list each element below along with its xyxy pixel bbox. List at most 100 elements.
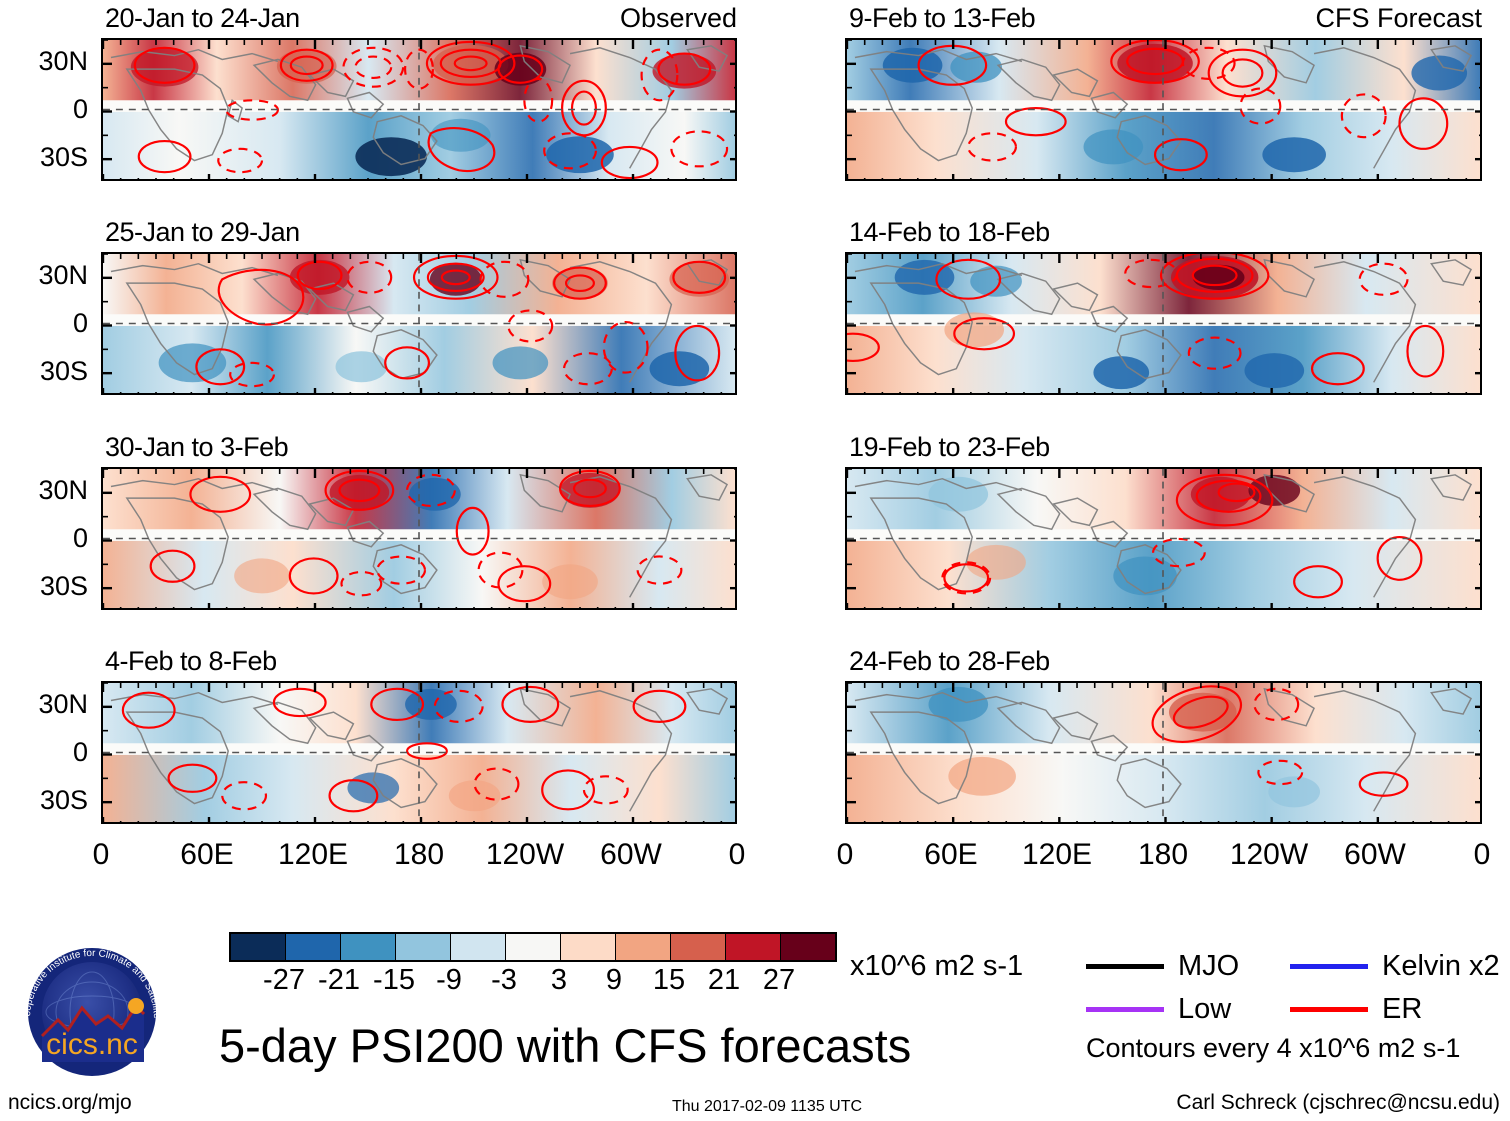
x-axis-label-left-0-end: 0: [728, 838, 746, 871]
map-obs-1[interactable]: [101, 38, 737, 181]
panel-fcst-1: 9-Feb to 13-Feb CFS Forecast: [845, 5, 1482, 181]
map-field-obs-3: [103, 469, 735, 608]
x-axis-label-right-120w: 120W: [1229, 838, 1309, 871]
legend-label-low: Low: [1178, 993, 1232, 1025]
colorbar-swatch-6: [506, 934, 561, 960]
colorbar-swatch-1: [231, 934, 286, 960]
footer-author: Carl Schreck (cjschrec@ncsu.edu): [1176, 1091, 1500, 1114]
low-line-swatch: [1086, 1007, 1164, 1012]
panel-title-fcst-1: 9-Feb to 13-Feb: [849, 3, 1036, 33]
panel-fcst-4: 24-Feb to 28-Feb: [845, 648, 1482, 824]
legend-item-low: Low: [1086, 995, 1231, 1024]
panel-title-fcst-3: 19-Feb to 23-Feb: [849, 432, 1050, 462]
panel-title-obs-4: 4-Feb to 8-Feb: [105, 646, 277, 676]
colorbar-swatch-2: [286, 934, 341, 960]
map-field-fcst-3: [847, 469, 1480, 608]
legend-label-er: ER: [1382, 993, 1423, 1025]
y-axis-label-0-row2: 0: [72, 308, 88, 338]
colorbar-swatch-5: [451, 934, 506, 960]
map-field-fcst-4: [847, 683, 1480, 822]
map-obs-3[interactable]: [101, 467, 737, 610]
colorbar-tick-27: 27: [762, 964, 796, 996]
er-line-swatch: [1290, 1007, 1368, 1012]
panel-title-fcst-4: 24-Feb to 28-Feb: [849, 646, 1050, 676]
legend-item-mjo: MJO: [1086, 952, 1239, 981]
legend-item-er: ER: [1290, 995, 1422, 1024]
y-axis-label-0-row1: 0: [72, 94, 88, 124]
footer-timestamp: Thu 2017-02-09 1135 UTC: [672, 1098, 863, 1115]
y-axis-label-30s-row4: 30S: [39, 785, 88, 815]
panel-title-obs-3: 30-Jan to 3-Feb: [105, 432, 289, 462]
y-axis-label-30s-row2: 30S: [39, 356, 88, 386]
legend-label-kelvin: Kelvin x2: [1382, 950, 1500, 982]
legend-label-mjo: MJO: [1178, 950, 1240, 982]
panel-grid: 30N 0 30S 30N 0 30S 30N 0 30S 30N 0 30S …: [38, 5, 1491, 871]
panel-obs-1: 20-Jan to 24-Jan Observed: [101, 5, 737, 181]
x-axis-label-right-60e: 60E: [924, 838, 978, 871]
kelvin-line-swatch: [1290, 964, 1368, 969]
legend-item-kelvin: Kelvin x2: [1290, 952, 1500, 981]
map-fcst-2[interactable]: [845, 252, 1482, 395]
mjo-line-swatch: [1086, 964, 1164, 969]
y-axis-label-30n-row2: 30N: [38, 260, 88, 290]
map-fcst-1[interactable]: [845, 38, 1482, 181]
map-obs-2[interactable]: [101, 252, 737, 395]
x-axis-label-left-180: 180: [393, 838, 445, 871]
colorbar-tick--21: -21: [318, 964, 360, 996]
x-axis-label-right-120e: 120E: [1021, 838, 1093, 871]
contour-interval-note: Contours every 4 x10^6 m2 s-1: [1086, 1033, 1461, 1063]
colorbar-swatch-7: [561, 934, 616, 960]
x-axis-label-right-180: 180: [1137, 838, 1189, 871]
y-axis-label-0-row3: 0: [72, 523, 88, 553]
y-axis-label-0-row4: 0: [72, 737, 88, 767]
colorbar-units: x10^6 m2 s-1: [850, 950, 1024, 982]
x-axis-label-right-0-end: 0: [1473, 838, 1491, 871]
x-axis-label-left-60w: 60W: [600, 838, 662, 871]
y-axis-label-30n-row4: 30N: [38, 689, 88, 719]
colorbar-swatch-9: [671, 934, 726, 960]
map-field-fcst-2: [847, 254, 1480, 393]
y-axis-label-30s-row3: 30S: [39, 571, 88, 601]
logo-wordmark: cics.nc: [46, 1028, 138, 1061]
logo-graphic: cics.nc Cooperative Institute for Climat…: [8, 924, 162, 1076]
panel-title-obs-1: 20-Jan to 24-Jan: [105, 3, 300, 33]
colorbar-tick--9: -9: [436, 964, 462, 996]
y-axis-label-30n-row1: 30N: [38, 46, 88, 76]
column-header-cfs-forecast: CFS Forecast: [1315, 3, 1482, 33]
figure-title: 5-day PSI200 with CFS forecasts: [219, 1019, 912, 1072]
x-axis-label-right-60w: 60W: [1344, 838, 1406, 871]
colorbar-swatch-3: [341, 934, 396, 960]
column-header-observed: Observed: [619, 3, 737, 33]
panel-title-obs-2: 25-Jan to 29-Jan: [105, 217, 300, 247]
map-field-obs-1: [103, 40, 735, 179]
colorbar-tick-15: 15: [652, 964, 686, 996]
y-axis-label-30n-row3: 30N: [38, 475, 88, 505]
map-field-obs-4: [103, 683, 735, 822]
colorbar-tick--27: -27: [263, 964, 305, 996]
colorbar-tick--3: -3: [491, 964, 517, 996]
colorbar-swatch-11: [781, 934, 835, 960]
panel-fcst-3: 19-Feb to 23-Feb: [845, 434, 1482, 610]
footer-link[interactable]: ncics.org/mjo: [8, 1091, 132, 1114]
panel-title-fcst-2: 14-Feb to 18-Feb: [849, 217, 1050, 247]
colorbar-swatch-10: [726, 934, 781, 960]
map-field-obs-2: [103, 254, 735, 393]
cics-nc-logo: cics.nc Cooperative Institute for Climat…: [8, 924, 172, 1082]
map-fcst-4[interactable]: [845, 681, 1482, 824]
panel-obs-4: 4-Feb to 8-Feb: [101, 648, 737, 824]
panel-obs-2: 25-Jan to 29-Jan: [101, 219, 737, 395]
x-axis-label-left-120w: 120W: [485, 838, 565, 871]
map-obs-4[interactable]: [101, 681, 737, 824]
map-fcst-3[interactable]: [845, 467, 1482, 610]
x-axis-label-left-0: 0: [92, 838, 110, 871]
colorbar-tick-9: 9: [605, 964, 623, 996]
panel-fcst-2: 14-Feb to 18-Feb: [845, 219, 1482, 395]
colorbar-swatch-8: [616, 934, 671, 960]
colorbar-tick--15: -15: [373, 964, 415, 996]
map-field-fcst-1: [847, 40, 1480, 179]
colorbar: [229, 932, 837, 962]
panel-obs-3: 30-Jan to 3-Feb: [101, 434, 737, 610]
colorbar-swatch-4: [396, 934, 451, 960]
colorbar-tick-3: 3: [550, 964, 568, 996]
x-axis-label-right-0: 0: [836, 838, 854, 871]
